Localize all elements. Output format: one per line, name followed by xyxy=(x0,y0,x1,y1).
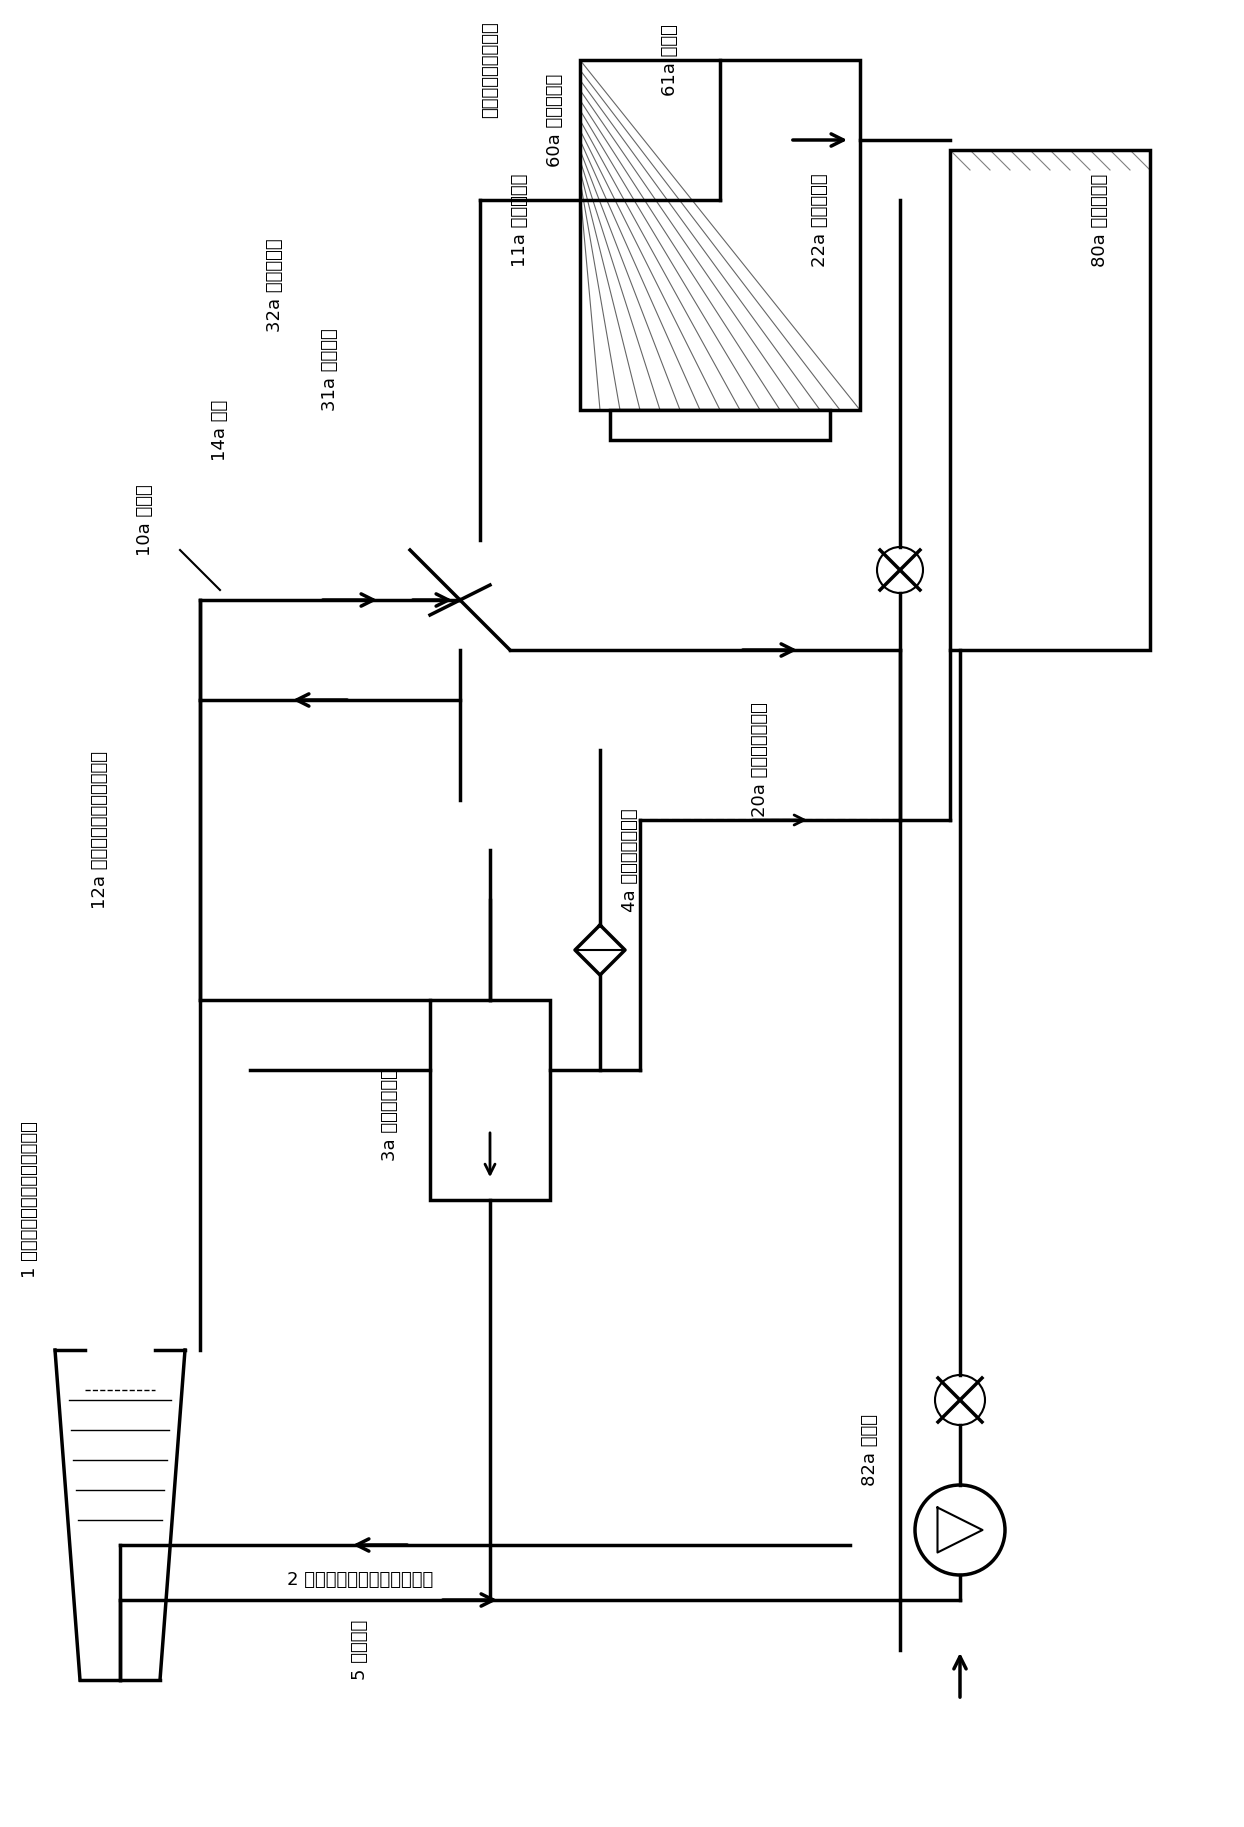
Text: 61a 秤量計: 61a 秤量計 xyxy=(661,24,679,97)
Text: 32a ダイバータ: 32a ダイバータ xyxy=(266,238,284,333)
Text: 1 オーバーフローヘッドタンク: 1 オーバーフローヘッドタンク xyxy=(21,1122,39,1279)
Text: 秤量タンクへの流路: 秤量タンクへの流路 xyxy=(481,22,499,119)
Text: 22a 排出バルブ: 22a 排出バルブ xyxy=(811,174,829,267)
Bar xyxy=(610,409,830,440)
Bar xyxy=(580,60,860,409)
Text: 12a 被試験流量計からの配管: 12a 被試験流量計からの配管 xyxy=(91,751,109,910)
Text: 10a ノズル: 10a ノズル xyxy=(136,484,154,555)
Text: 2 オーバーフロー戻りライン: 2 オーバーフロー戻りライン xyxy=(287,1571,433,1589)
Text: 20a バイパスライン: 20a バイパスライン xyxy=(751,703,769,817)
Bar xyxy=(950,150,1149,650)
Text: 11a 秤量タンク: 11a 秤量タンク xyxy=(511,174,529,267)
Text: 4a 流量調節バルブ: 4a 流量調節バルブ xyxy=(621,808,639,912)
Text: 80a 貯蔵タンク: 80a 貯蔵タンク xyxy=(1091,174,1108,267)
Text: 31a 転流羽根: 31a 転流羽根 xyxy=(321,329,340,411)
Text: 14a 噴流: 14a 噴流 xyxy=(211,400,229,460)
Bar xyxy=(430,999,550,1200)
Text: 3a 被試験流量計: 3a 被試験流量計 xyxy=(381,1069,399,1162)
Text: 60a 秤量タンク: 60a 秤量タンク xyxy=(546,73,564,166)
Text: 82a ポンプ: 82a ポンプ xyxy=(861,1414,880,1485)
Text: 5 試験管路: 5 試験管路 xyxy=(351,1621,369,1681)
